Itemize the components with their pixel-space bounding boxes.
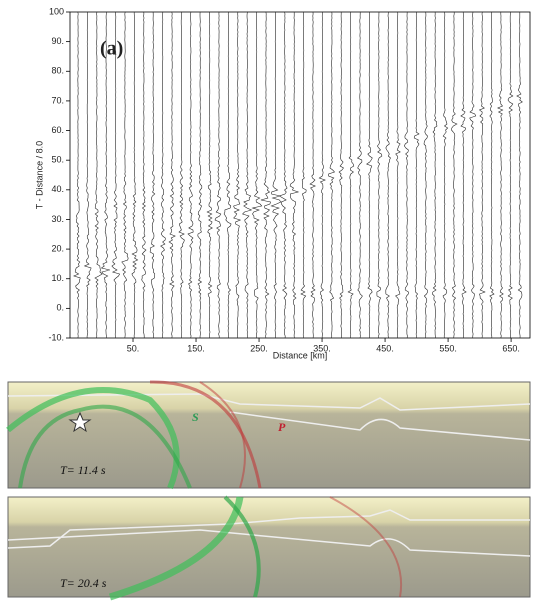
x-tick-label: 550.	[439, 343, 457, 353]
trace	[278, 11, 288, 339]
p-wave-label: P	[278, 420, 286, 434]
model-panel	[7, 381, 531, 489]
trace	[451, 11, 458, 339]
model-panel	[7, 496, 531, 598]
s-wavefront	[18, 404, 192, 489]
trace	[347, 11, 355, 339]
trace	[423, 11, 428, 339]
y-tick-label: 50.	[51, 155, 64, 165]
y-tick-label: 30.	[51, 214, 64, 224]
p-wavefront	[329, 496, 403, 598]
x-axis-label: Distance [km]	[273, 350, 328, 360]
interface	[7, 393, 531, 411]
trace	[121, 11, 129, 339]
source-star	[68, 411, 92, 433]
p-wavefront	[149, 380, 262, 489]
y-tick-label: 90.	[51, 36, 64, 46]
trace	[338, 12, 344, 339]
trace	[73, 11, 81, 339]
trace	[469, 11, 477, 339]
x-tick-label: 50.	[127, 343, 140, 353]
y-axis-label: T - Distance / 8.0	[34, 141, 44, 209]
trace	[404, 11, 409, 339]
p-wavefront	[199, 381, 246, 489]
trace	[328, 11, 336, 339]
trace	[242, 11, 253, 339]
trace	[442, 11, 449, 339]
y-tick-label: 20.	[51, 243, 64, 253]
trace	[178, 12, 185, 339]
s-wavefront	[223, 495, 261, 598]
trace	[356, 11, 363, 339]
trace	[366, 11, 373, 338]
s-wave-label: S	[192, 410, 199, 424]
x-tick-label: 150.	[187, 343, 205, 353]
trace	[289, 12, 300, 339]
trace	[168, 11, 176, 339]
trace	[223, 11, 232, 339]
x-tick-label: 650.	[502, 343, 520, 353]
trace	[460, 11, 467, 339]
trace	[111, 11, 121, 339]
y-tick-label: 70.	[51, 95, 64, 105]
trace	[309, 11, 316, 339]
traces	[73, 11, 523, 339]
x-tick-label: 450.	[376, 343, 394, 353]
trace	[206, 11, 213, 339]
x-tick-label: 250.	[250, 343, 268, 353]
interface	[7, 509, 530, 549]
trace	[270, 11, 282, 339]
time-label: T= 20.4 s	[60, 576, 107, 590]
panel-label: (a)	[100, 38, 123, 60]
y-tick-label: 0.	[56, 303, 64, 313]
y-tick-label: 60.	[51, 125, 64, 135]
trace	[131, 11, 139, 339]
y-tick-label: 40.	[51, 184, 64, 194]
trace	[260, 11, 271, 339]
y-tick-label: 100	[49, 6, 64, 16]
x-tick-label: 350.	[313, 343, 331, 353]
trace	[478, 11, 486, 339]
y-tick-label: 80.	[51, 66, 64, 76]
interface	[229, 411, 531, 441]
y-tick-label: -10.	[48, 332, 64, 342]
trace	[149, 11, 156, 338]
record-section: (a) Distance [km] T - Distance / 8.0 -10…	[34, 6, 531, 360]
trace	[94, 11, 103, 339]
trace	[251, 11, 263, 339]
y-tick-label: 10.	[51, 273, 64, 283]
trace	[197, 11, 203, 339]
trace	[318, 11, 326, 338]
trace	[516, 12, 523, 339]
trace	[376, 11, 383, 339]
trace	[489, 11, 495, 338]
trace	[100, 11, 110, 339]
trace	[187, 11, 194, 339]
trace	[141, 11, 147, 338]
snapshot: S P T= 11.4 s	[6, 380, 531, 490]
trace	[300, 11, 307, 339]
snapshot: T= 20.4 s	[7, 495, 531, 601]
trace	[413, 11, 420, 339]
trace	[160, 11, 166, 339]
interface	[7, 529, 531, 557]
trace	[233, 11, 242, 338]
plot-frame	[69, 11, 531, 339]
trace	[497, 11, 504, 339]
time-label: T= 11.4 s	[60, 463, 106, 477]
trace	[214, 11, 222, 338]
trace	[385, 11, 391, 339]
trace	[83, 11, 92, 338]
trace	[507, 11, 514, 339]
trace	[432, 11, 438, 339]
trace	[395, 11, 401, 339]
